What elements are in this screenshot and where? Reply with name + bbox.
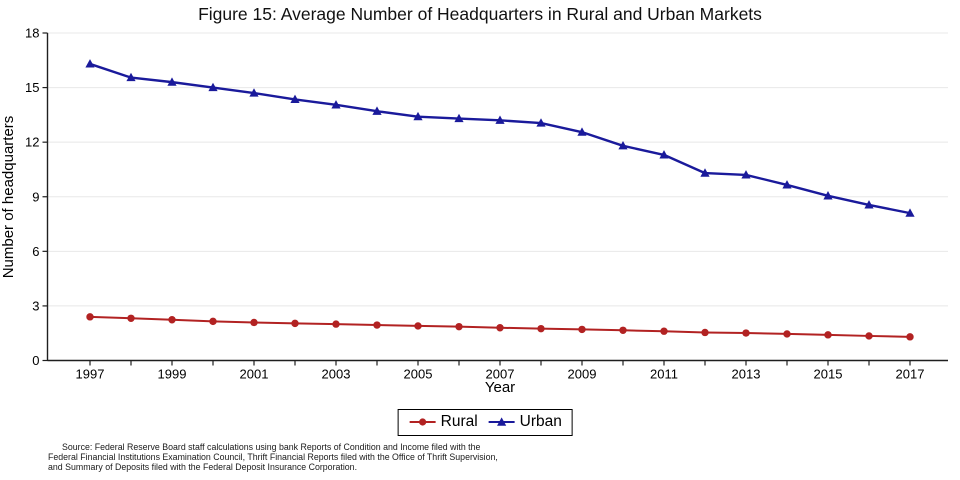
- x-tick-label-2013: 2013: [732, 367, 761, 382]
- urban-marker: [905, 208, 915, 217]
- x-tick-label-2017: 2017: [896, 367, 925, 382]
- y-tick-label-0: 0: [32, 353, 39, 368]
- legend-label-urban: Urban: [519, 413, 562, 430]
- rural-marker: [619, 326, 627, 334]
- source-line-2: Federal Financial Institutions Examinati…: [48, 452, 498, 462]
- rural-marker: [168, 316, 176, 324]
- urban-marker: [454, 113, 464, 123]
- rural-marker: [373, 321, 381, 329]
- rural-marker: [250, 318, 258, 327]
- rural-marker: [291, 319, 299, 328]
- urban-marker: [372, 106, 382, 115]
- x-tick-label-2015: 2015: [814, 367, 843, 382]
- series-urban: [85, 59, 915, 217]
- urban-marker: [864, 200, 874, 209]
- urban-marker: [413, 111, 423, 121]
- chart-canvas: 0 3 6 9 12 15 18 1997 1999 2001 2003 2005 2007 2009 20…: [0, 26, 948, 396]
- legend-item-rural: Rural: [409, 413, 478, 431]
- x-axis-label: Year: [485, 379, 515, 396]
- x-tick-label-1999: 1999: [158, 367, 187, 382]
- y-tick-label-18: 18: [25, 26, 39, 41]
- y-tick-label-15: 15: [25, 80, 39, 95]
- chart-title: Figure 15: Average Number of Headquarter…: [198, 4, 762, 24]
- source-line-3: and Summary of Deposits filed with the F…: [48, 462, 358, 472]
- rural-marker: [496, 324, 504, 332]
- rural-marker: [660, 327, 668, 335]
- y-tick-label-12: 12: [25, 135, 39, 150]
- rural-marker: [414, 322, 422, 330]
- series-rural: [86, 313, 914, 341]
- urban-marker: [782, 180, 792, 189]
- x-tick-label-2007: 2007: [486, 367, 515, 382]
- urban-marker: [126, 72, 136, 82]
- rural-marker: [783, 330, 791, 338]
- urban-marker: [823, 191, 833, 200]
- rural-marker: [332, 320, 340, 328]
- series-lines: [85, 59, 915, 341]
- rural-marker: [209, 317, 217, 326]
- legend-label-rural: Rural: [440, 413, 478, 430]
- urban-marker: [741, 170, 751, 179]
- x-tick-label-2009: 2009: [568, 367, 597, 382]
- x-tick-label-2011: 2011: [650, 367, 678, 382]
- urban-marker: [495, 115, 505, 124]
- urban-marker: [618, 141, 628, 150]
- urban-marker: [659, 150, 669, 159]
- rural-marker: [578, 325, 586, 334]
- rural-marker: [537, 324, 545, 333]
- y-axis-label: Number of headquarters: [0, 116, 17, 279]
- urban-marker: [85, 59, 95, 68]
- rural-line-marker-icon: [409, 418, 436, 426]
- x-tick-label-2005: 2005: [404, 367, 433, 382]
- urban-marker: [290, 94, 300, 104]
- urban-marker: [536, 118, 546, 127]
- rural-marker: [865, 332, 873, 340]
- gridlines: [47, 32, 948, 307]
- x-tick-label-2001: 2001: [240, 367, 269, 382]
- source-line-1: Source: Federal Reserve Board staff calc…: [62, 442, 481, 452]
- legend: Rural Urban: [397, 409, 573, 436]
- x-tick-label-1997: 1997: [76, 367, 105, 382]
- urban-marker: [577, 127, 587, 136]
- urban-marker: [167, 77, 177, 86]
- urban-marker: [700, 168, 710, 177]
- rural-marker: [455, 322, 463, 331]
- urban-line-marker-icon: [488, 417, 515, 426]
- rural-marker: [906, 333, 914, 341]
- urban-marker: [331, 100, 341, 109]
- rural-marker: [127, 314, 135, 322]
- urban-marker: [208, 82, 218, 92]
- rural-marker: [86, 313, 94, 321]
- y-tick-label-6: 6: [32, 244, 39, 259]
- urban-marker: [249, 88, 259, 97]
- legend-item-urban: Urban: [488, 413, 562, 431]
- axes: 0 3 6 9 12 15 18 1997 1999 2001 2003 2005 2007 2009 20…: [25, 26, 948, 382]
- rural-marker: [824, 331, 832, 339]
- y-tick-label-3: 3: [32, 298, 39, 313]
- y-tick-label-9: 9: [32, 189, 39, 204]
- rural-marker: [701, 328, 709, 337]
- rural-marker: [742, 329, 750, 337]
- x-tick-label-2003: 2003: [322, 367, 351, 382]
- source-note: Source: Federal Reserve Board staff calc…: [48, 442, 648, 472]
